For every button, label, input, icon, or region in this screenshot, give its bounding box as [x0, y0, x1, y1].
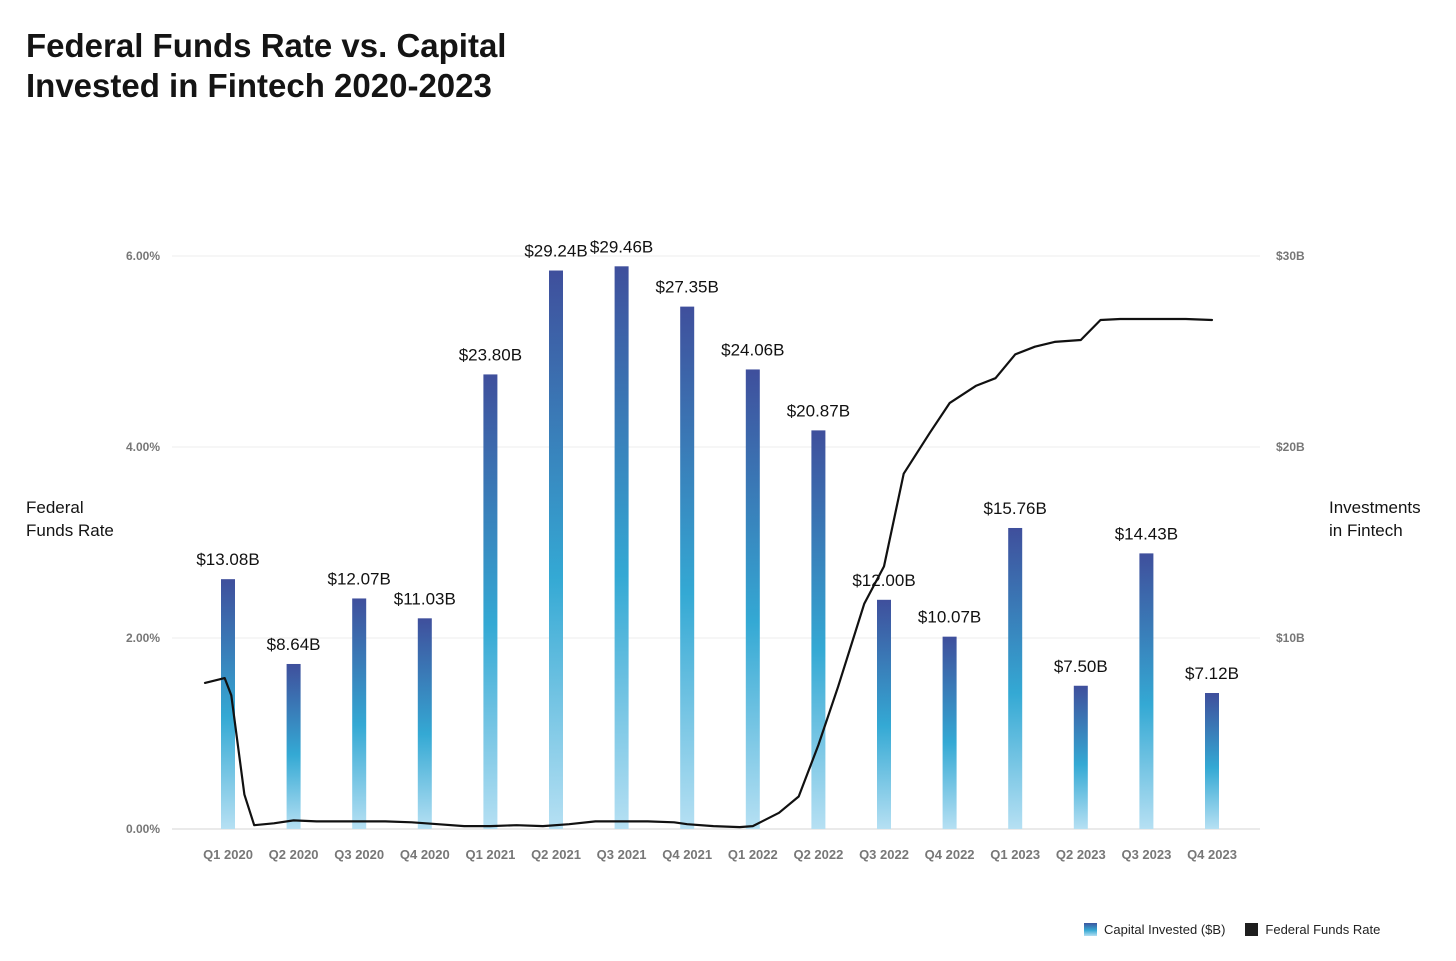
left-axis-tick-label: 0.00%: [126, 822, 160, 836]
left-axis-tick-label: 6.00%: [126, 249, 160, 263]
legend-label-rate: Federal Funds Rate: [1265, 922, 1381, 937]
x-tick-label: Q1 2020: [203, 847, 253, 862]
bar: [1073, 685, 1088, 829]
x-tick-label: Q3 2022: [859, 847, 909, 862]
bar-data-label: $11.03B: [394, 589, 456, 608]
x-tick-label: Q2 2023: [1056, 847, 1106, 862]
bar-data-label: $20.87B: [787, 401, 850, 420]
right-axis-tick-label: $30B: [1276, 249, 1305, 263]
x-tick-label: Q1 2021: [465, 847, 515, 862]
legend-item-rate: Federal Funds Rate: [1245, 922, 1380, 937]
bar: [417, 618, 432, 829]
x-tick-label: Q1 2023: [990, 847, 1040, 862]
bar: [942, 636, 957, 829]
left-axis-tick-label: 2.00%: [126, 631, 160, 645]
bar-data-label: $12.07B: [328, 569, 391, 588]
left-axis-label-line-1: Federal: [26, 498, 84, 517]
bar: [1139, 553, 1154, 829]
legend-item-capital: Capital Invested ($B): [1084, 922, 1225, 937]
bar: [221, 579, 235, 829]
x-tick-label: Q3 2023: [1121, 847, 1171, 862]
legend-label-capital: Capital Invested ($B): [1104, 922, 1226, 937]
x-tick-label: Q4 2023: [1187, 847, 1237, 862]
bar: [483, 374, 498, 829]
chart-title: Federal Funds Rate vs. Capital Invested …: [26, 26, 646, 106]
bar-data-label: $8.64B: [267, 635, 321, 654]
right-axis-tick-label: $10B: [1276, 631, 1305, 645]
x-tick-label: Q3 2021: [597, 847, 647, 862]
x-tick-label: Q1 2022: [728, 847, 778, 862]
bar: [549, 270, 563, 829]
bar: [745, 369, 760, 829]
bar: [1008, 527, 1023, 829]
bar: [614, 266, 629, 830]
right-axis-tick-label: $20B: [1276, 440, 1305, 454]
x-tick-label: Q2 2021: [531, 847, 581, 862]
bar-data-label: $12.00B: [852, 571, 915, 590]
bar-data-label: $13.08B: [196, 550, 259, 569]
right-axis-label: Investments in Fintech: [1329, 496, 1421, 542]
bar-data-label: $29.46B: [590, 237, 653, 256]
x-tick-label: Q4 2021: [662, 847, 712, 862]
bar: [1205, 693, 1219, 829]
bar: [680, 306, 695, 829]
left-axis-label: Federal Funds Rate: [26, 496, 114, 542]
x-tick-label: Q4 2020: [400, 847, 450, 862]
bar-data-label: $27.35B: [656, 278, 719, 297]
left-axis-tick-label: 4.00%: [126, 440, 160, 454]
bar: [811, 430, 826, 829]
bar-data-label: $7.12B: [1185, 664, 1239, 683]
right-axis-label-line-1: Investments: [1329, 498, 1421, 517]
right-axis-label-line-2: in Fintech: [1329, 521, 1403, 540]
legend-swatch-capital: [1084, 923, 1097, 936]
bar: [352, 598, 367, 829]
x-tick-label: Q2 2020: [269, 847, 319, 862]
bar: [286, 663, 301, 829]
bar-data-label: $10.07B: [918, 608, 981, 627]
left-axis-label-line-2: Funds Rate: [26, 521, 114, 540]
bar: [877, 599, 891, 829]
chart-title-line-1: Federal Funds Rate vs. Capital: [26, 27, 507, 64]
federal-funds-rate-line: [203, 317, 1214, 829]
bar-data-label: $23.80B: [459, 345, 522, 364]
x-tick-label: Q2 2022: [793, 847, 843, 862]
bar-data-label: $29.24B: [524, 242, 587, 261]
bar-data-label: $14.43B: [1115, 524, 1178, 543]
bar-data-label: $7.50B: [1054, 657, 1108, 676]
bar-data-label: $15.76B: [984, 499, 1047, 518]
legend-swatch-rate: [1245, 923, 1259, 936]
chart-title-line-2: Invested in Fintech 2020-2023: [26, 67, 492, 104]
x-tick-label: Q3 2020: [334, 847, 384, 862]
x-tick-label: Q4 2022: [925, 847, 975, 862]
bar-data-label: $24.06B: [721, 340, 784, 359]
chart-legend: Capital Invested ($B) Federal Funds Rate: [1084, 922, 1400, 937]
